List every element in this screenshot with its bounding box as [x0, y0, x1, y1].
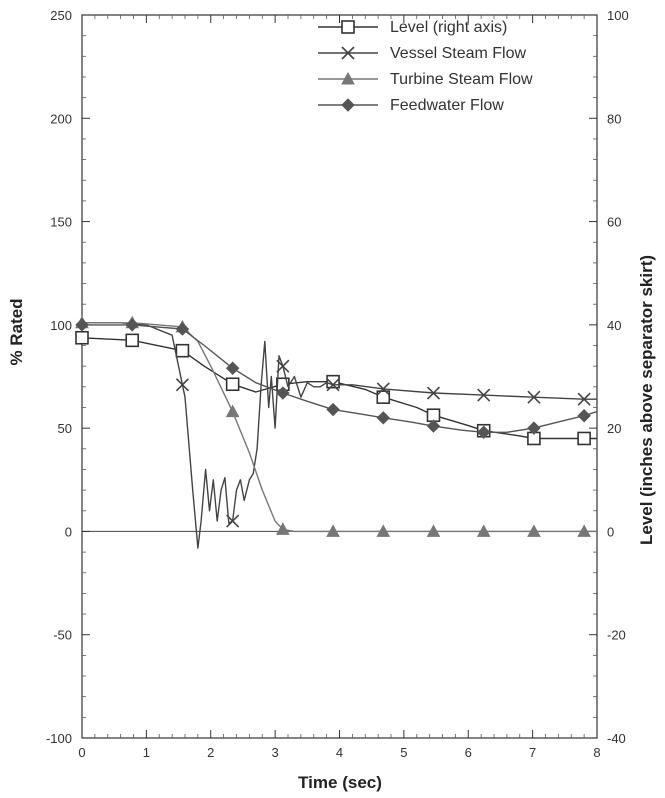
data-point-square [577, 431, 591, 446]
data-point-diamond [326, 402, 340, 417]
y2-tick-label: -20 [607, 628, 626, 643]
data-point-x [226, 514, 240, 528]
legend-label: Feedwater Flow [390, 97, 504, 114]
left-axis-title: % Rated [7, 298, 26, 365]
data-point-diamond [426, 419, 441, 433]
legend-item: Feedwater Flow [318, 97, 504, 114]
data-point-x [477, 388, 491, 402]
data-point-triangle [476, 524, 491, 537]
data-point-square [75, 330, 89, 345]
data-point-triangle [376, 524, 391, 537]
right-axis: -40 -20 0 20 40 60 80 100 [589, 8, 629, 746]
legend-marker-x [341, 46, 355, 60]
legend-item: Turbine Steam Flow [318, 71, 533, 88]
legend-marker-triangle [341, 71, 355, 85]
data-point-triangle [326, 524, 340, 537]
data-point-diamond [527, 421, 541, 435]
data-point-square [125, 333, 140, 348]
data-point-x [527, 390, 541, 404]
y-tick-label: 0 [65, 524, 72, 539]
data-point-triangle [426, 524, 441, 537]
right-axis-title: Level (inches above separator skirt) [637, 255, 656, 545]
y2-tick-label: 60 [607, 215, 621, 230]
data-point-triangle [577, 524, 591, 537]
legend: Level (right axis) Vessel Steam Flow Turbi… [318, 19, 533, 114]
legend-label: Level (right axis) [390, 19, 507, 36]
series-turbine-steam-flow [75, 315, 597, 537]
legend-marker-square [341, 20, 355, 34]
x-tick-label: 3 [272, 745, 279, 760]
x-axis-title: Time (sec) [298, 773, 382, 792]
series-level-right-axis [75, 330, 597, 446]
y-tick-label: 50 [58, 421, 72, 436]
left-axis: -100 -50 0 50 100 150 200 250 [46, 8, 90, 746]
data-point-diamond [175, 322, 190, 336]
y-tick-label: -100 [46, 731, 72, 746]
y-tick-label: 100 [50, 318, 72, 333]
y2-tick-label: 80 [607, 111, 621, 126]
y-tick-label: -50 [53, 628, 72, 643]
data-point-x [376, 382, 390, 396]
series-vessel-steam-flow [82, 322, 597, 549]
data-point-diamond [376, 411, 390, 425]
y-tick-label: 250 [50, 8, 72, 23]
data-point-diamond [225, 361, 240, 375]
data-point-x [577, 392, 591, 406]
data-point-diamond [125, 318, 139, 332]
data-point-diamond [75, 318, 89, 332]
x-tick-label: 5 [400, 745, 407, 760]
x-tick-label: 1 [143, 745, 150, 760]
data-point-square [225, 377, 240, 392]
x-tick-label: 7 [529, 745, 536, 760]
data-point-x [426, 386, 441, 400]
data-point-triangle [276, 522, 290, 535]
y2-tick-label: 0 [607, 524, 614, 539]
series-feedwater-flow [75, 318, 598, 439]
x-tick-label: 6 [465, 745, 472, 760]
data-point-triangle [225, 404, 240, 418]
legend-item: Level (right axis) [318, 19, 507, 36]
y-tick-label: 150 [50, 215, 72, 230]
y2-tick-label: 40 [607, 318, 621, 333]
data-point-diamond [476, 425, 491, 439]
x-axis: 0 1 2 3 4 5 6 7 8 [78, 15, 601, 760]
data-point-diamond [577, 409, 591, 423]
legend-label: Vessel Steam Flow [390, 45, 527, 62]
legend-item: Vessel Steam Flow [318, 45, 527, 62]
x-tick-label: 0 [78, 745, 85, 760]
data-point-triangle [527, 524, 541, 537]
y2-tick-label: 20 [607, 421, 621, 436]
series-layer [75, 315, 598, 549]
data-point-x [276, 359, 290, 373]
data-point-diamond [276, 386, 290, 400]
data-point-square [376, 390, 391, 404]
data-point-x [175, 378, 189, 392]
x-tick-label: 2 [207, 745, 214, 760]
data-point-square [175, 343, 190, 358]
y2-tick-label: -40 [607, 731, 626, 746]
legend-marker-diamond [341, 98, 355, 112]
data-point-x [326, 378, 340, 392]
y2-tick-label: 100 [607, 8, 629, 23]
x-tick-label: 8 [593, 745, 600, 760]
x-tick-label: 4 [336, 745, 343, 760]
y-tick-label: 200 [50, 111, 72, 126]
series-line [82, 322, 597, 533]
legend-label: Turbine Steam Flow [390, 71, 533, 88]
